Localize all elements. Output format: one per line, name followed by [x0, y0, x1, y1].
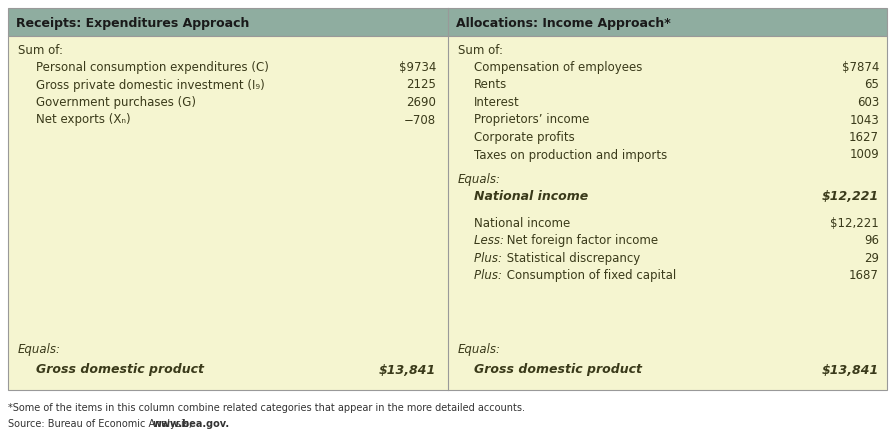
Text: Net foreign factor income: Net foreign factor income — [502, 234, 658, 247]
Text: 1009: 1009 — [848, 149, 878, 161]
Text: $13,841: $13,841 — [378, 363, 435, 377]
Text: −708: −708 — [403, 113, 435, 127]
Text: 2690: 2690 — [406, 96, 435, 109]
Text: Gross domestic product: Gross domestic product — [474, 363, 641, 377]
Text: Government purchases (G): Government purchases (G) — [36, 96, 196, 109]
Text: Equals:: Equals: — [458, 173, 501, 186]
Text: Equals:: Equals: — [458, 344, 501, 356]
Text: Compensation of employees: Compensation of employees — [474, 61, 642, 74]
Text: Gross private domestic investment (I₉): Gross private domestic investment (I₉) — [36, 78, 265, 91]
Text: Personal consumption expenditures (C): Personal consumption expenditures (C) — [36, 61, 268, 74]
Text: Interest: Interest — [474, 96, 519, 109]
Text: Consumption of fixed capital: Consumption of fixed capital — [502, 269, 676, 282]
Text: National income: National income — [474, 191, 587, 203]
Text: 29: 29 — [863, 252, 878, 265]
Text: Source: Bureau of Economic Analysis,: Source: Bureau of Economic Analysis, — [8, 419, 195, 429]
Text: 1043: 1043 — [848, 113, 878, 127]
Text: Net exports (Xₙ): Net exports (Xₙ) — [36, 113, 131, 127]
Text: $7874: $7874 — [840, 61, 878, 74]
Text: Less:: Less: — [474, 234, 507, 247]
Bar — [8, 8, 886, 36]
Text: Taxes on production and imports: Taxes on production and imports — [474, 149, 667, 161]
Text: Gross domestic product: Gross domestic product — [36, 363, 204, 377]
Text: 2125: 2125 — [406, 78, 435, 91]
Text: $12,221: $12,221 — [830, 217, 878, 230]
Text: 603: 603 — [856, 96, 878, 109]
Text: Plus:: Plus: — [474, 252, 505, 265]
Text: www.bea.gov.: www.bea.gov. — [153, 419, 230, 429]
Text: Allocations: Income Approach*: Allocations: Income Approach* — [455, 16, 670, 30]
Text: Equals:: Equals: — [18, 344, 61, 356]
Bar — [8, 36, 886, 390]
Text: Corporate profits: Corporate profits — [474, 131, 574, 144]
Text: Statistical discrepancy: Statistical discrepancy — [502, 252, 640, 265]
Text: Receipts: Expenditures Approach: Receipts: Expenditures Approach — [16, 16, 249, 30]
Text: $13,841: $13,841 — [821, 363, 878, 377]
Text: 96: 96 — [863, 234, 878, 247]
Text: Plus:: Plus: — [474, 269, 505, 282]
Text: *Some of the items in this column combine related categories that appear in the : *Some of the items in this column combin… — [8, 403, 525, 413]
Text: National income: National income — [474, 217, 569, 230]
Text: 1627: 1627 — [848, 131, 878, 144]
Text: Proprietors’ income: Proprietors’ income — [474, 113, 589, 127]
Text: Sum of:: Sum of: — [18, 44, 63, 56]
Text: Sum of:: Sum of: — [458, 44, 502, 56]
Text: $9734: $9734 — [398, 61, 435, 74]
Text: 65: 65 — [864, 78, 878, 91]
Text: 1687: 1687 — [848, 269, 878, 282]
Text: $12,221: $12,221 — [821, 191, 878, 203]
Text: Rents: Rents — [474, 78, 507, 91]
